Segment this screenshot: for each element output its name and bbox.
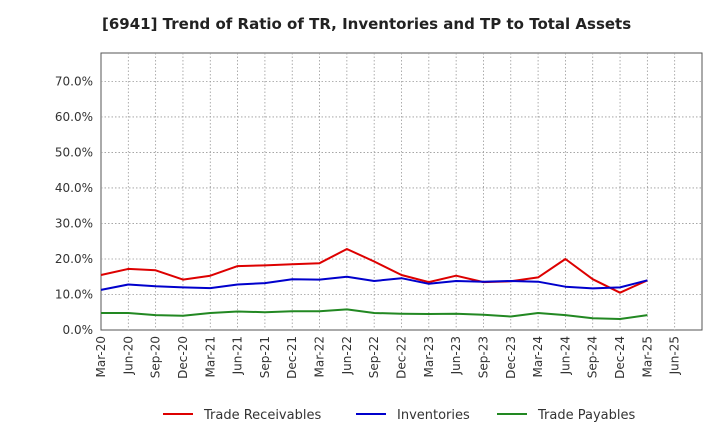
y-tick-label: 40.0% xyxy=(55,181,93,195)
x-tick-label: Jun-21 xyxy=(231,336,245,375)
x-tick-label: Sep-22 xyxy=(367,336,381,378)
legend-label: Inventories xyxy=(397,408,470,423)
y-tick-label: 0.0% xyxy=(63,323,94,337)
grid-lines xyxy=(101,53,702,330)
series-line xyxy=(100,275,648,291)
x-tick-label: Mar-23 xyxy=(422,336,436,377)
x-tick-label: Sep-20 xyxy=(149,336,163,378)
series-line xyxy=(101,308,648,320)
x-tick-label: Mar-21 xyxy=(203,336,217,377)
chart-title: [6941] Trend of Ratio of TR, Inventories… xyxy=(102,15,632,33)
y-axis-ticks: 0.0% 10.0% 20.0% 30.0% 40.0% 50.0% 60.0% 70.0% xyxy=(55,74,93,337)
legend-label: Trade Receivables xyxy=(203,408,321,423)
x-tick-label: Jun-22 xyxy=(340,336,354,375)
x-tick-label: Jun-25 xyxy=(668,336,682,375)
x-tick-label: Jun-20 xyxy=(121,336,135,375)
x-tick-label: Mar-25 xyxy=(640,336,654,377)
x-tick-label: Jun-24 xyxy=(558,336,572,375)
x-tick-label: Jun-23 xyxy=(449,336,463,375)
x-tick-label: Dec-24 xyxy=(613,336,627,379)
x-tick-label: Dec-22 xyxy=(395,336,409,379)
x-tick-label: Sep-21 xyxy=(258,336,272,378)
series-lines xyxy=(100,248,648,320)
legend-label: Trade Payables xyxy=(537,408,635,423)
x-tick-label: Mar-24 xyxy=(531,336,545,377)
x-tick-label: Sep-24 xyxy=(586,336,600,378)
x-tick-label: Dec-23 xyxy=(504,336,518,379)
y-tick-label: 30.0% xyxy=(55,216,93,230)
y-tick-label: 10.0% xyxy=(55,287,93,301)
series-line xyxy=(100,248,648,294)
x-tick-label: Dec-20 xyxy=(176,336,190,379)
x-tick-label: Mar-20 xyxy=(94,336,108,377)
x-tick-label: Sep-23 xyxy=(476,336,490,378)
y-tick-label: 50.0% xyxy=(55,145,93,159)
y-tick-label: 20.0% xyxy=(55,252,93,266)
y-tick-label: 60.0% xyxy=(55,110,93,124)
x-tick-label: Dec-21 xyxy=(285,336,299,379)
x-axis-ticks: Mar-20 Jun-20 Sep-20 Dec-20 Mar-21 Jun-21 Sep-… xyxy=(94,336,682,379)
legend: Trade Receivables Inventories Trade Payabl… xyxy=(163,408,635,423)
x-tick-label: Mar-22 xyxy=(313,336,327,377)
y-tick-label: 70.0% xyxy=(55,74,93,88)
